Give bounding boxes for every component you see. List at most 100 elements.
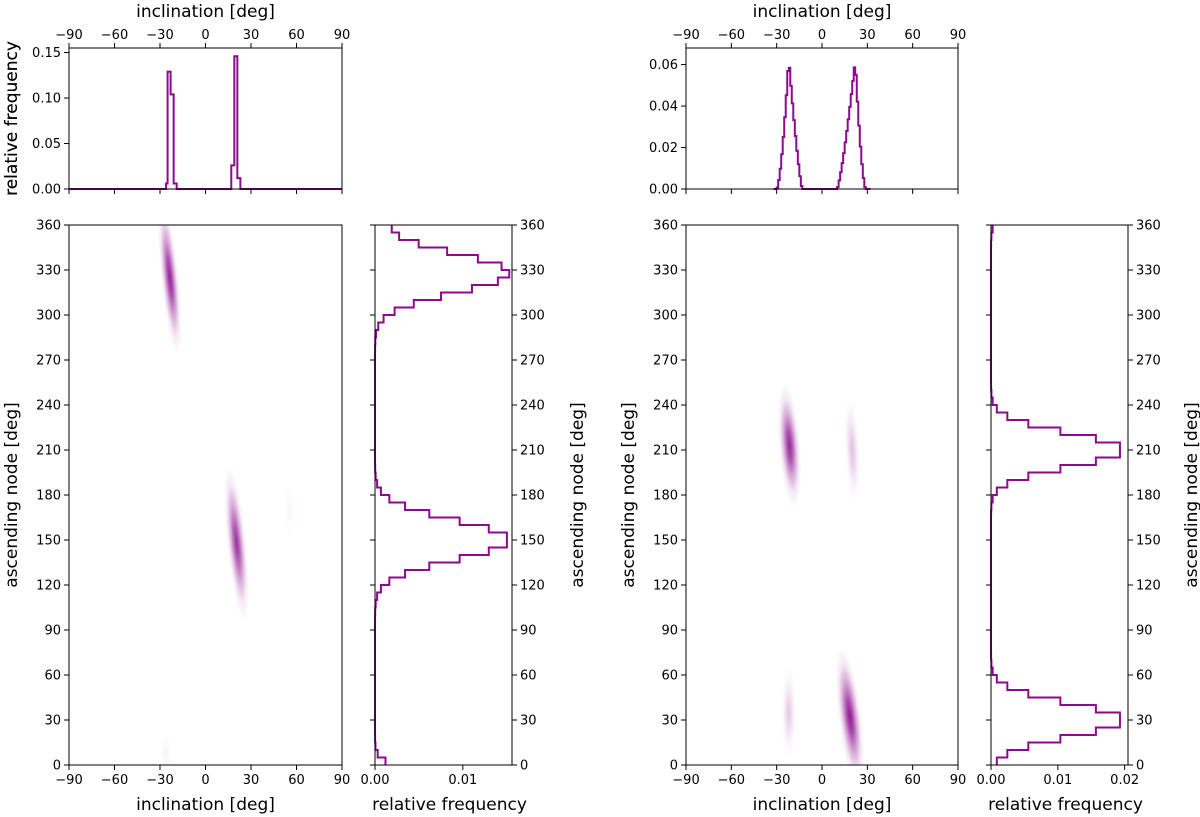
x-tick-label: −30 xyxy=(146,773,173,788)
x-tick-label: 90 xyxy=(950,28,967,43)
y-tick-label: 360 xyxy=(36,219,61,234)
x-tick-label: 60 xyxy=(904,28,921,43)
x-tick-label: 60 xyxy=(288,28,305,43)
histogram-step-line xyxy=(773,66,871,190)
y-axis-title: ascending node [deg] xyxy=(2,402,22,587)
L-top-frame xyxy=(68,47,343,190)
y-tick-label: 210 xyxy=(653,444,678,459)
y-tick-label: 180 xyxy=(36,489,61,504)
y-tick-label: 0.05 xyxy=(32,137,61,152)
x-tick-label: 60 xyxy=(904,773,921,788)
x-tick-label: −90 xyxy=(672,773,699,788)
L-main-frame xyxy=(68,224,343,766)
y-tick-label: 0.06 xyxy=(649,58,678,73)
x-axis-title: inclination [deg] xyxy=(753,2,892,22)
x-tick-label: 90 xyxy=(334,773,351,788)
y-axis-title: ascending node [deg] xyxy=(568,402,588,587)
y-tick-label: 330 xyxy=(653,264,678,279)
L-right-frame xyxy=(374,224,513,766)
y-tick-label: 270 xyxy=(1136,354,1161,369)
y-tick-label: 60 xyxy=(44,669,61,684)
x-tick-label: 30 xyxy=(243,28,260,43)
y-tick-label: 210 xyxy=(1136,444,1161,459)
y-axis-title: relative frequency xyxy=(2,41,22,196)
x-tick-label: −60 xyxy=(718,28,745,43)
R-main-panel: −90 −60 −30 0 30 60 90 0 30 60 90 120 150 180 210 240 27… xyxy=(619,219,966,816)
y-tick-label: 240 xyxy=(520,399,545,414)
x-tick-label: 0 xyxy=(818,773,826,788)
y-tick-label: 180 xyxy=(520,489,545,504)
y-tick-label: 270 xyxy=(520,354,545,369)
R-right-frame xyxy=(990,224,1129,766)
y-tick-label: 60 xyxy=(520,669,537,684)
y-tick-label: 300 xyxy=(36,309,61,324)
x-tick-label: 0 xyxy=(818,28,826,43)
x-tick-label: −60 xyxy=(101,773,128,788)
density-blob xyxy=(835,647,865,785)
density-blob xyxy=(157,208,182,356)
L-top-panel: −90 −60 −30 0 30 60 90 0.00 0.05 0.10 0.15 inclinat… xyxy=(2,2,350,198)
x-axis-title: inclination [deg] xyxy=(753,795,892,815)
x-axis-title: inclination [deg] xyxy=(136,2,275,22)
y-tick-label: 240 xyxy=(36,399,61,414)
x-tick-label: 90 xyxy=(950,773,967,788)
histogram-step-line xyxy=(69,55,342,190)
density-blob xyxy=(780,665,797,760)
y-tick-label: 150 xyxy=(653,534,678,549)
R-top-frame xyxy=(685,47,959,190)
y-tick-label: 150 xyxy=(1136,534,1161,549)
y-tick-label: 90 xyxy=(661,624,678,639)
y-tick-label: 360 xyxy=(1136,219,1161,234)
density-blob xyxy=(843,395,861,505)
histogram-step-line xyxy=(990,225,1121,765)
y-tick-label: 120 xyxy=(653,579,678,594)
y-tick-label: 240 xyxy=(1136,399,1161,414)
x-tick-label: 90 xyxy=(334,28,351,43)
x-tick-label: −30 xyxy=(763,28,790,43)
y-tick-label: 180 xyxy=(1136,489,1161,504)
y-tick-label: 60 xyxy=(661,669,678,684)
R-right-panel: 0.00 0.01 0.020 30 60 90 120 150 180 210 240 270 300… xyxy=(977,219,1200,816)
x-tick-label: 0.01 xyxy=(448,773,477,788)
L-main-panel: −90 −60 −30 0 30 60 90 0 30 60 90 120 150 180 210 240 27… xyxy=(2,208,351,815)
y-tick-label: 330 xyxy=(1136,264,1161,279)
y-tick-label: 300 xyxy=(653,309,678,324)
y-tick-label: 330 xyxy=(520,264,545,279)
y-tick-label: 30 xyxy=(1136,714,1153,729)
x-tick-label: 0.00 xyxy=(977,773,1006,788)
y-tick-label: 0.02 xyxy=(649,141,678,156)
x-tick-label: −30 xyxy=(146,28,173,43)
x-tick-label: −90 xyxy=(55,28,82,43)
y-tick-label: 180 xyxy=(653,489,678,504)
y-tick-label: 0 xyxy=(520,759,528,774)
density-blob xyxy=(283,478,295,542)
y-tick-label: 0.15 xyxy=(32,46,61,61)
x-axis-title: relative frequency xyxy=(988,795,1143,815)
y-tick-label: 30 xyxy=(661,714,678,729)
R-main-frame xyxy=(685,224,959,766)
density-blob xyxy=(224,465,250,621)
x-tick-label: 0.02 xyxy=(1110,773,1139,788)
y-tick-label: 0.00 xyxy=(649,183,678,198)
x-tick-label: 30 xyxy=(859,28,876,43)
x-tick-label: 0 xyxy=(201,28,209,43)
y-tick-label: 210 xyxy=(36,444,61,459)
y-tick-label: 0.04 xyxy=(649,100,678,115)
histogram-step-line xyxy=(374,225,511,765)
x-axis-title: relative frequency xyxy=(372,795,527,815)
y-axis-title: ascending node [deg] xyxy=(619,402,639,587)
L-right-panel: 0.00 0.01 0 30 60 90 120 150 180 210 240 270 300 330 3… xyxy=(361,219,588,816)
y-tick-label: 30 xyxy=(520,714,537,729)
y-tick-label: 0.10 xyxy=(32,92,61,107)
y-tick-label: 300 xyxy=(1136,309,1161,324)
y-tick-label: 90 xyxy=(44,624,61,639)
x-tick-label: −60 xyxy=(101,28,128,43)
y-tick-label: 0 xyxy=(670,759,678,774)
R-top-panel: −90 −60 −30 0 30 60 90 0.00 0.02 0.04 0.06 inclinat… xyxy=(2,2,966,198)
y-tick-label: 270 xyxy=(653,354,678,369)
y-tick-label: 360 xyxy=(653,219,678,234)
y-axis-title: ascending node [deg] xyxy=(1182,402,1200,587)
y-tick-label: 0 xyxy=(1136,759,1144,774)
y-tick-label: 330 xyxy=(36,264,61,279)
